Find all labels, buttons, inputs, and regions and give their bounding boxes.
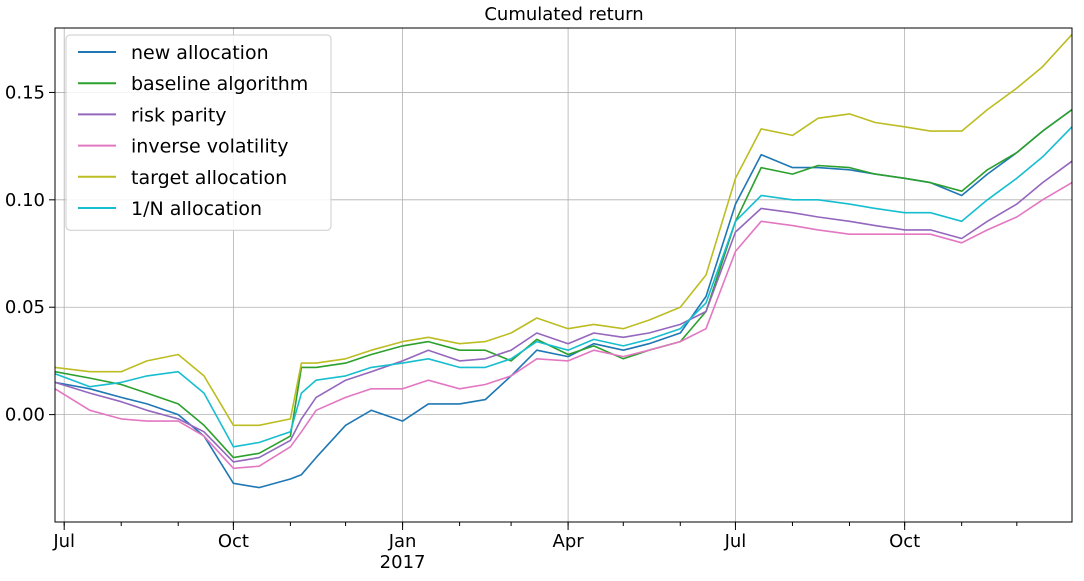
y-tick-label: 0.10 (5, 190, 45, 211)
series-line-2 (54, 160, 1073, 463)
x-tick-label: Oct (889, 531, 920, 552)
legend-label: risk parity (131, 104, 227, 126)
series-lines (54, 33, 1073, 489)
x-tick-label: Jul (52, 531, 75, 552)
legend-label: 1/N allocation (131, 198, 262, 220)
y-tick-label: 0.15 (5, 82, 45, 103)
series-line-4 (54, 33, 1073, 427)
series-line-3 (54, 181, 1073, 470)
legend-label: baseline algorithm (131, 73, 308, 95)
legend: new allocation baseline algorithm risk par… (65, 34, 332, 231)
x-tick-label: Jan (388, 531, 417, 552)
plot-frame (54, 27, 1073, 523)
legend-box (65, 34, 332, 231)
y-tick-label: 0.00 (5, 405, 45, 426)
x-tick-label: Jul (724, 531, 747, 552)
x-tick-label: Apr (553, 531, 585, 552)
legend-label: new allocation (131, 42, 269, 64)
x-tick-label: Oct (218, 531, 249, 552)
legend-label: inverse volatility (131, 136, 288, 158)
y-tick-label: 0.05 (5, 297, 45, 318)
legend-label: target allocation (131, 167, 287, 189)
series-line-5 (54, 126, 1073, 448)
chart-title: Cumulated return (484, 4, 643, 25)
series-line-1 (54, 108, 1073, 459)
x-tick-year-label: 2017 (380, 552, 426, 573)
